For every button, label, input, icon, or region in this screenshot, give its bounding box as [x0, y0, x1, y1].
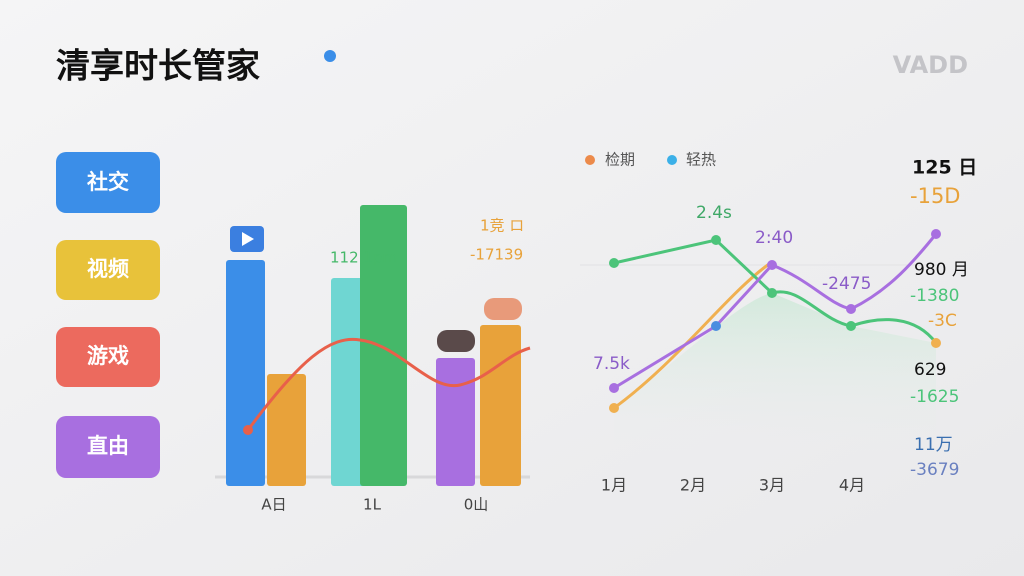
logo: VADD	[893, 51, 968, 79]
menu-item[interactable]: 社交	[56, 152, 160, 213]
legend-label: 轻热	[686, 151, 716, 169]
stat-extra: -3C	[928, 311, 957, 331]
dot	[324, 50, 336, 62]
month-label: 2月	[680, 476, 706, 495]
x-label: 0山	[464, 496, 489, 514]
bar-label: 112 1pm	[330, 249, 397, 267]
stat-change: -1625	[910, 387, 959, 407]
point-label: 2.4s	[696, 203, 732, 223]
stat-change: -1380	[910, 286, 959, 306]
x-label: A日	[261, 496, 286, 514]
point-label: 7.5k	[593, 354, 630, 374]
title: 清享时长管家	[56, 47, 260, 87]
bar-panel: 112 1pm 1竞 ロ -17139 A日 1L 0山	[215, 205, 531, 514]
menu-label[interactable]: 直由	[87, 434, 129, 458]
month-label: 1月	[601, 476, 627, 495]
line-panel: 检期 轻热 2.4s 2:40 -2475 7.5k 1月 2月 3月 4月	[580, 151, 941, 495]
stat-value: 125 日	[912, 157, 977, 179]
stat-change: -15D	[910, 184, 960, 208]
menu-label[interactable]: 视频	[87, 257, 129, 281]
menu-item[interactable]: 直由	[56, 416, 160, 478]
bar-label: 1竞 ロ	[480, 217, 524, 235]
menu-label[interactable]: 社交	[86, 170, 129, 194]
menu: 社交 视频 游戏 直由	[56, 152, 160, 478]
stat-value: 629	[914, 360, 946, 380]
menu-label[interactable]: 游戏	[87, 344, 129, 368]
side-stats: 125 日 -15D 980 月 -1380 -3C 629 -1625 11万…	[910, 157, 977, 481]
stat-value: 980 月	[914, 260, 969, 280]
menu-item[interactable]: 游戏	[56, 327, 160, 387]
menu-item[interactable]: 视频	[56, 240, 160, 300]
bar-label: -17139	[470, 246, 523, 264]
stat-value: 11万	[914, 435, 953, 455]
point-label: 2:40	[755, 228, 793, 248]
month-label: 3月	[759, 476, 785, 495]
stat-change: -3679	[910, 460, 959, 480]
point-label: -2475	[822, 274, 871, 294]
x-label: 1L	[363, 496, 382, 514]
month-label: 4月	[839, 476, 865, 495]
legend-label: 检期	[605, 151, 635, 169]
